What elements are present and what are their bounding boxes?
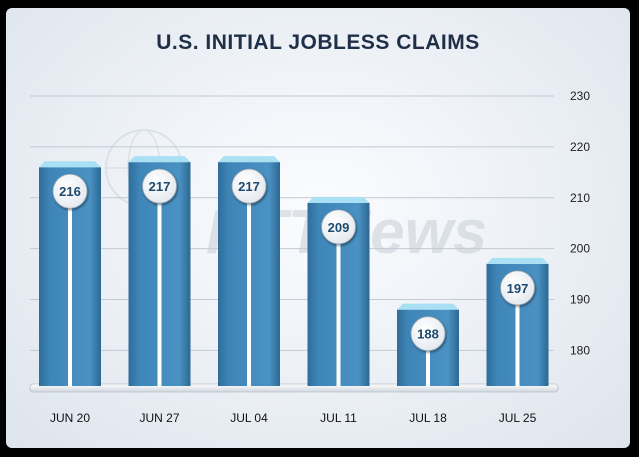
bar-stem	[247, 186, 251, 386]
y-axis: 180 190 200 210 220 230	[570, 89, 590, 357]
chart-title: U.S. INITIAL JOBLESS CLAIMS	[156, 31, 479, 54]
bar-top	[307, 196, 370, 203]
data-label-bubble	[410, 316, 446, 352]
y-tick-label: 190	[570, 293, 590, 307]
data-label: 188	[410, 316, 446, 352]
bar-chart: RTTNews U.S. INITIAL JOBLESS CLAIMS 1801…	[29, 31, 590, 425]
x-tick-label: JUL 04	[230, 411, 268, 425]
bar-stem	[157, 186, 162, 386]
data-label-value: 217	[149, 179, 171, 194]
x-tick-label: JUL 18	[409, 411, 447, 425]
data-label: 197	[500, 270, 535, 306]
data-label-value: 216	[59, 184, 81, 199]
bar-stem	[515, 287, 520, 386]
data-label: 217	[231, 168, 267, 204]
data-label-value: 217	[238, 179, 260, 194]
bar-stem	[426, 333, 430, 386]
bar-stem	[68, 191, 72, 386]
data-label-bubble	[500, 270, 535, 306]
data-label-value: 188	[417, 327, 439, 342]
x-tick-label: JUL 11	[320, 411, 357, 425]
x-tick-label: JUL 25	[499, 411, 537, 425]
y-tick-label: 180	[570, 343, 590, 357]
bar-top	[397, 303, 459, 310]
gridlines	[30, 95, 554, 351]
bar-top	[128, 156, 191, 163]
data-labels: 216 217 217 209 188 197	[52, 168, 535, 352]
data-label-bubble	[142, 168, 177, 204]
bar-top	[218, 156, 280, 163]
x-tick-label: JUN 20	[50, 411, 90, 425]
bar-top	[39, 161, 101, 168]
data-label: 217	[142, 168, 177, 204]
data-label-value: 209	[328, 220, 350, 235]
chart-floor	[29, 383, 559, 393]
y-tick-label: 220	[570, 140, 590, 154]
data-label-bubble	[231, 168, 267, 204]
y-tick-label: 210	[570, 191, 590, 205]
y-tick-label: 200	[570, 242, 590, 256]
bar-top	[486, 257, 549, 264]
x-axis: JUN 20 JUN 27 JUL 04 JUL 11 JUL 18 JUL 25	[50, 411, 537, 425]
floor-slab	[29, 383, 559, 393]
data-label-bubble	[321, 209, 356, 245]
chart-panel: RTTNews U.S. INITIAL JOBLESS CLAIMS 1801…	[6, 8, 630, 448]
data-label: 216	[52, 173, 88, 209]
x-tick-label: JUN 27	[139, 411, 179, 425]
bars	[39, 156, 549, 386]
bar-stem	[336, 226, 341, 386]
y-tick-label: 230	[570, 89, 590, 103]
data-label-value: 197	[507, 281, 529, 296]
data-label-bubble	[52, 173, 88, 209]
data-label: 209	[321, 209, 356, 245]
